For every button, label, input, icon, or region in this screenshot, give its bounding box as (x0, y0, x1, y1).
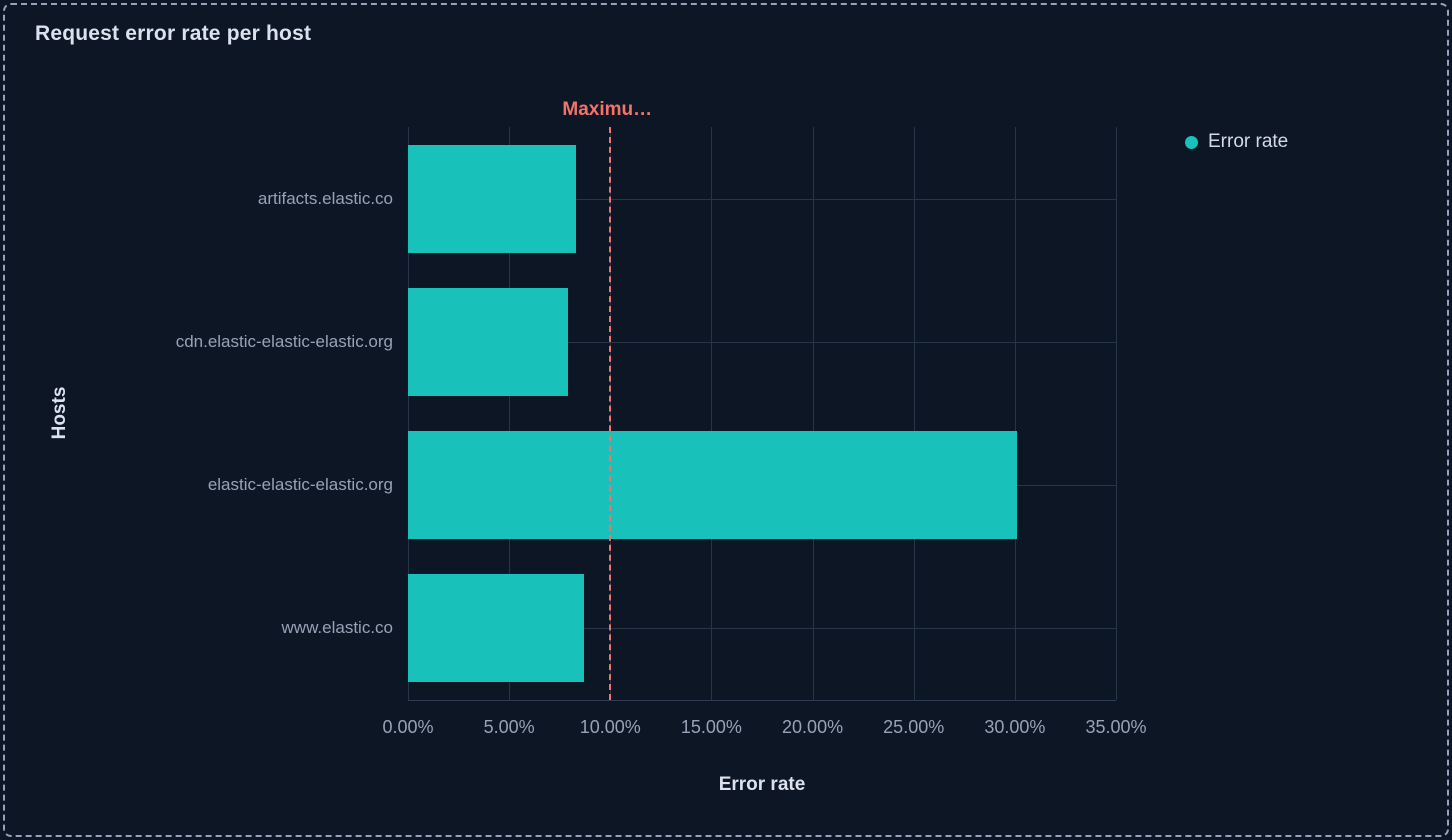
x-axis-tick-label: 15.00% (680, 717, 742, 737)
bar[interactable] (408, 288, 568, 396)
h-gridline (408, 342, 1116, 343)
h-gridline (408, 628, 1116, 629)
legend: Error rate (1185, 131, 1288, 153)
v-gridline (1116, 127, 1117, 700)
x-axis-tick-label: 30.00% (984, 717, 1046, 737)
x-axis-tick-label: 25.00% (883, 717, 945, 737)
y-axis-category-label: cdn.elastic-elastic-elastic.org (175, 332, 393, 351)
dashboard-panel: Request error rate per host Hosts artifa… (3, 3, 1449, 837)
v-gridline (408, 127, 409, 700)
v-gridline (711, 127, 712, 700)
x-axis-tick-label: 20.00% (782, 717, 844, 737)
v-gridline (914, 127, 915, 700)
y-axis-title: Hosts (49, 386, 70, 440)
v-gridline (813, 127, 814, 700)
x-axis-tick-label: 0.00% (382, 717, 434, 737)
h-gridline (408, 199, 1116, 200)
bar[interactable] (408, 574, 584, 682)
bar[interactable] (408, 431, 1017, 539)
legend-color-dot-icon (1185, 135, 1198, 149)
v-gridline (509, 127, 510, 700)
legend-item-error-rate[interactable]: Error rate (1185, 131, 1288, 153)
panel-title: Request error rate per host (35, 22, 312, 45)
threshold-label: Maximu… (562, 99, 653, 120)
x-axis-tick-label: 35.00% (1085, 717, 1147, 737)
plot-area (408, 127, 1117, 701)
x-axis-tick-label: 10.00% (579, 717, 641, 737)
threshold-line (609, 127, 612, 700)
y-axis-category-label: elastic-elastic-elastic.org (207, 475, 393, 494)
y-axis-category-label: www.elastic.co (281, 618, 393, 637)
legend-label: Error rate (1208, 131, 1289, 152)
bar[interactable] (408, 145, 576, 253)
x-axis-tick-label: 5.00% (483, 717, 535, 737)
x-axis-title: Error rate (718, 774, 806, 795)
y-axis-category-label: artifacts.elastic.co (257, 189, 393, 208)
v-gridline (1015, 127, 1016, 700)
